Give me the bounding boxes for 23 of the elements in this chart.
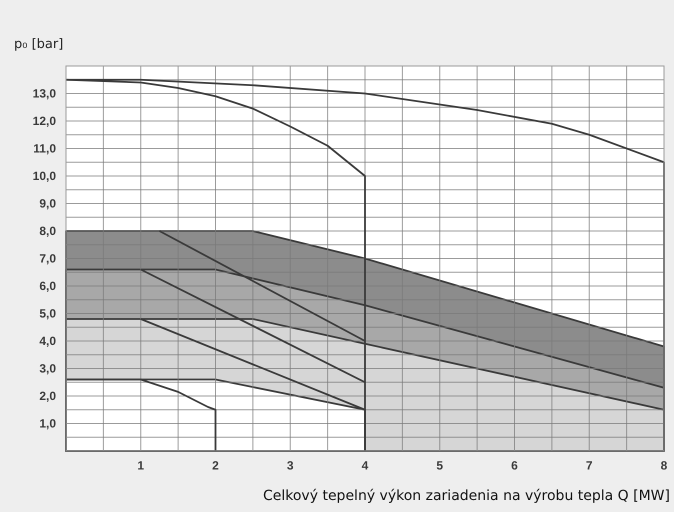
y-tick-label: 1,0 bbox=[39, 416, 56, 430]
y-tick-label: 9,0 bbox=[39, 196, 56, 210]
y-tick-label: 10,0 bbox=[32, 168, 56, 183]
x-tick-label: 6 bbox=[511, 458, 518, 473]
x-tick-label: 7 bbox=[586, 458, 593, 473]
x-tick-label: 3 bbox=[286, 458, 294, 473]
y-tick-label: 5,0 bbox=[39, 306, 56, 320]
y-tick-label: 3,0 bbox=[39, 361, 56, 376]
x-tick-label: 2 bbox=[212, 458, 220, 473]
x-tick-label: 8 bbox=[660, 458, 668, 473]
y-axis-title: p₀ [bar] bbox=[14, 37, 64, 52]
y-tick-label: 8,0 bbox=[39, 224, 56, 238]
y-tick-label: 13,0 bbox=[32, 86, 56, 100]
y-tick-label: 2,0 bbox=[39, 388, 56, 403]
x-tick-label: 4 bbox=[362, 458, 369, 473]
y-tick-label: 6,0 bbox=[39, 278, 56, 293]
x-tick-label: 5 bbox=[436, 458, 444, 473]
x-tick-label: 1 bbox=[137, 458, 144, 473]
y-tick-label: 12,0 bbox=[32, 114, 56, 128]
x-axis-title: Celkový tepelný výkon zariadenia na výrobu tepla Q [MW] bbox=[262, 488, 670, 504]
y-tick-label: 7,0 bbox=[39, 251, 56, 266]
y-tick-label: 4,0 bbox=[39, 334, 56, 348]
y-tick-label: 11,0 bbox=[33, 141, 56, 156]
